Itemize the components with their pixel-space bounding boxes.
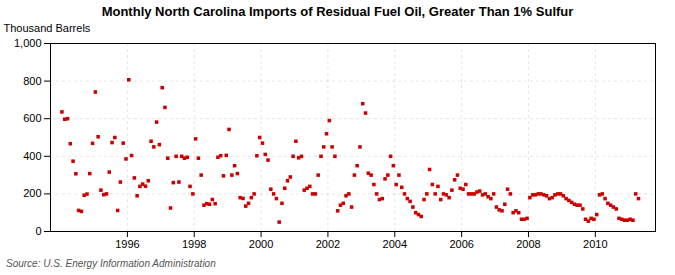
svg-text:2000: 2000 (249, 238, 273, 250)
svg-text:400: 400 (23, 150, 41, 162)
svg-text:2006: 2006 (449, 238, 473, 250)
svg-text:Thousand Barrels: Thousand Barrels (4, 22, 91, 34)
svg-text:1998: 1998 (182, 238, 206, 250)
svg-text:2004: 2004 (383, 238, 407, 250)
svg-text:600: 600 (23, 112, 41, 124)
svg-text:2010: 2010 (583, 238, 607, 250)
svg-text:2002: 2002 (316, 238, 340, 250)
svg-text:800: 800 (23, 75, 41, 87)
html-text:Monthly North Carolina Imports: Monthly North Carolina Imports of Residu… (101, 4, 574, 19)
html-text:Source: U.S. Energy Informatio: Source: U.S. Energy Information Administ… (6, 258, 216, 269)
svg-text:0: 0 (35, 225, 41, 237)
svg-text:1996: 1996 (115, 238, 139, 250)
svg-text:2008: 2008 (516, 238, 540, 250)
svg-text:200: 200 (23, 187, 41, 199)
svg-text:1,000: 1,000 (14, 37, 42, 49)
